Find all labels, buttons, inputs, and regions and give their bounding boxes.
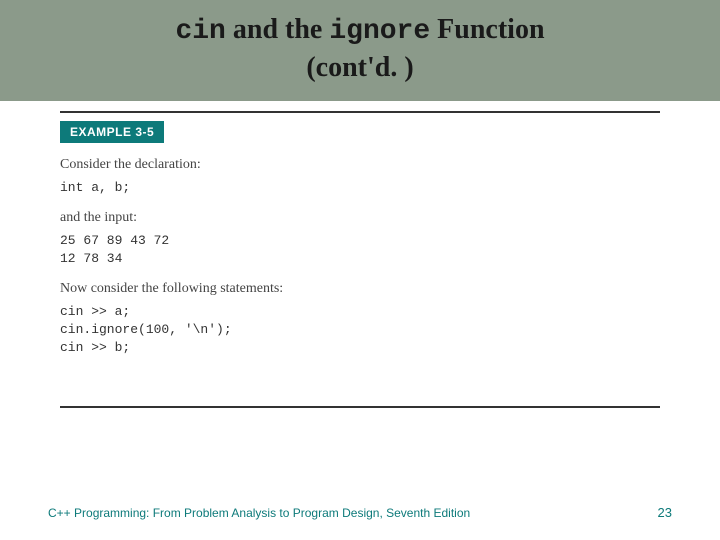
para-consider-declaration: Consider the declaration: <box>60 157 660 173</box>
slide-title-line1: cin and the ignore Function <box>0 12 720 50</box>
slide-title-line2: (cont'd. ) <box>0 50 720 86</box>
content-area: EXAMPLE 3-5 Consider the declaration: in… <box>0 101 720 356</box>
para-and-input: and the input: <box>60 210 660 226</box>
code-statements: cin >> a; cin.ignore(100, '\n'); cin >> … <box>60 303 660 356</box>
code-input-data: 25 67 89 43 72 12 78 34 <box>60 232 660 267</box>
code-declaration: int a, b; <box>60 179 660 197</box>
page-number: 23 <box>658 505 672 520</box>
example-badge: EXAMPLE 3-5 <box>60 121 164 143</box>
title-code-ignore: ignore <box>329 16 430 47</box>
slide-title-banner: cin and the ignore Function (cont'd. ) <box>0 0 720 101</box>
para-now-consider: Now consider the following statements: <box>60 281 660 297</box>
title-text-function: Function <box>430 14 544 45</box>
title-code-cin: cin <box>175 16 225 47</box>
bottom-divider <box>60 406 660 408</box>
footer-book-title: C++ Programming: From Problem Analysis t… <box>48 506 470 520</box>
title-text-and: and the <box>226 14 329 45</box>
slide-footer: C++ Programming: From Problem Analysis t… <box>0 505 720 520</box>
top-divider <box>60 111 660 113</box>
